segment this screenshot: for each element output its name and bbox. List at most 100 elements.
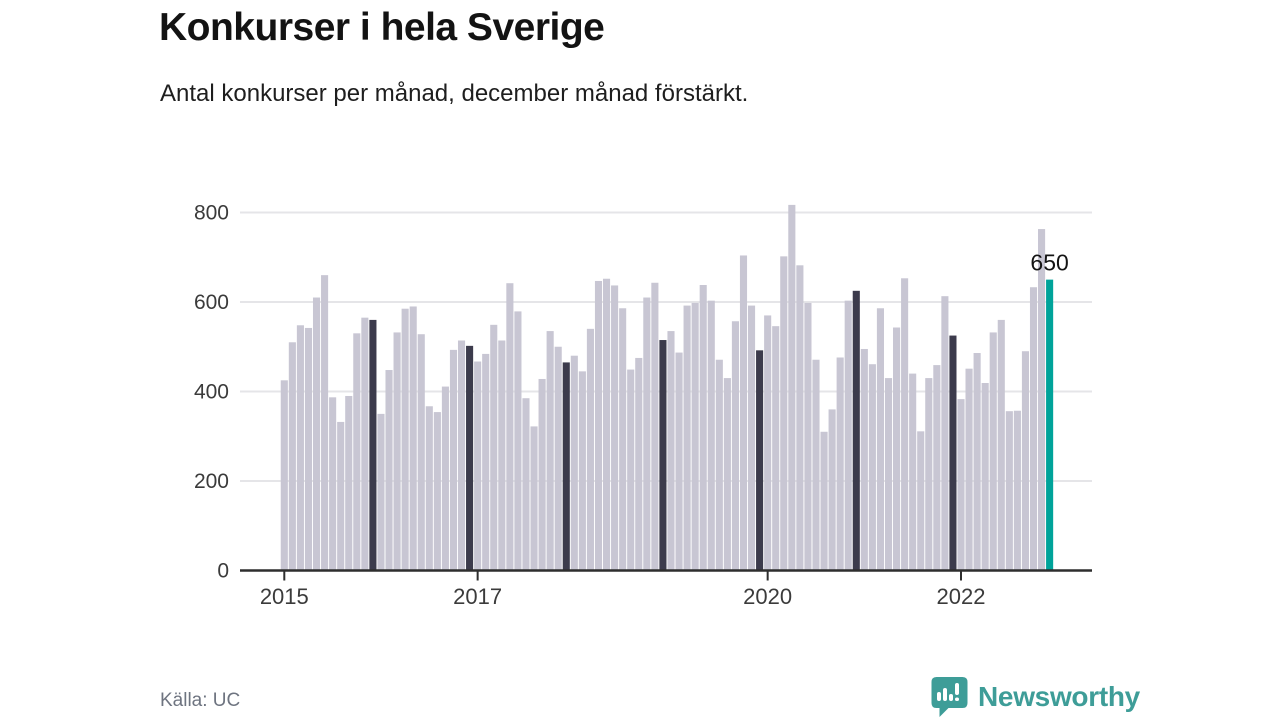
bar [570, 355, 578, 571]
bar [957, 399, 965, 571]
bar [933, 365, 941, 571]
bar [739, 255, 748, 571]
bar [401, 308, 409, 571]
bar-december [949, 335, 957, 571]
bar [796, 265, 804, 571]
x-axis-label: 2020 [743, 584, 792, 609]
bar [304, 327, 313, 571]
bar [667, 331, 675, 571]
bar [1021, 351, 1030, 571]
y-axis-label: 600 [194, 291, 229, 314]
bar [788, 204, 796, 571]
bar-december [659, 340, 667, 571]
bar [893, 327, 901, 571]
bar-december [369, 319, 377, 571]
bar [860, 348, 868, 571]
bar [619, 308, 627, 571]
bar [901, 278, 909, 571]
bar [1005, 411, 1013, 571]
bar [715, 359, 723, 571]
bar [675, 352, 683, 571]
bar [723, 378, 731, 571]
bar [836, 357, 844, 571]
bar [457, 340, 466, 571]
bar [449, 349, 458, 571]
bar-december [756, 350, 764, 571]
bar [602, 278, 611, 571]
bar [538, 378, 546, 571]
bar [433, 412, 441, 571]
bar [973, 353, 981, 571]
x-axis-label: 2015 [260, 584, 309, 609]
bar [635, 357, 643, 571]
bar [876, 308, 884, 571]
page-title: Konkurser i hela Sverige [159, 6, 605, 49]
bar [321, 275, 329, 571]
brand-logo: Newsworthy [931, 677, 1140, 717]
bar [506, 283, 514, 571]
speech-bubble-bar-chart-icon [931, 677, 968, 717]
bar [337, 421, 345, 571]
bar [441, 386, 449, 571]
bar [780, 256, 788, 571]
bar [844, 300, 852, 571]
bar [611, 285, 619, 571]
bar [925, 378, 933, 571]
bar [353, 333, 361, 571]
bar [498, 340, 506, 571]
bar [820, 431, 828, 571]
bar [490, 324, 498, 571]
bar [868, 364, 876, 571]
bar-current [1046, 279, 1054, 571]
bar [884, 378, 893, 571]
bar [965, 368, 973, 571]
bar [764, 315, 772, 571]
bar [691, 302, 699, 571]
bar [981, 382, 989, 571]
bar [329, 397, 337, 571]
bar [683, 305, 691, 571]
bar [627, 369, 635, 571]
bar [530, 426, 538, 571]
bar [772, 326, 780, 571]
bar [361, 317, 369, 571]
bar [997, 319, 1005, 571]
source-note: Källa: UC [160, 690, 241, 711]
value-annotation: 650 [1030, 250, 1068, 276]
bar [280, 380, 288, 571]
bar-december [852, 290, 860, 571]
bar [1013, 410, 1021, 571]
bar [296, 325, 304, 571]
chart-subtitle: Antal konkurser per månad, december måna… [160, 80, 749, 107]
bar [731, 321, 739, 571]
bar [917, 431, 925, 571]
bar [522, 398, 530, 571]
bar [514, 311, 522, 571]
bar [812, 359, 820, 571]
bar [651, 282, 659, 571]
bar-december [562, 362, 570, 571]
bar [288, 342, 296, 571]
bar [1038, 229, 1046, 571]
bar [1029, 287, 1038, 571]
bar [804, 302, 812, 571]
y-axis-label: 800 [194, 202, 229, 225]
bar [578, 371, 586, 571]
bar [546, 331, 554, 571]
bar [409, 306, 417, 571]
bar [699, 284, 707, 571]
bar [377, 413, 385, 571]
bar [909, 373, 917, 571]
y-axis-label: 400 [194, 381, 229, 404]
bar [425, 406, 433, 571]
bar [941, 296, 949, 571]
bar [554, 346, 562, 571]
x-axis-label: 2017 [453, 584, 502, 609]
y-axis-label: 0 [217, 560, 229, 583]
bar [385, 370, 393, 571]
bar [828, 409, 836, 571]
bar [594, 280, 603, 571]
brand-name: Newsworthy [978, 681, 1140, 712]
y-axis-label: 200 [194, 470, 229, 493]
